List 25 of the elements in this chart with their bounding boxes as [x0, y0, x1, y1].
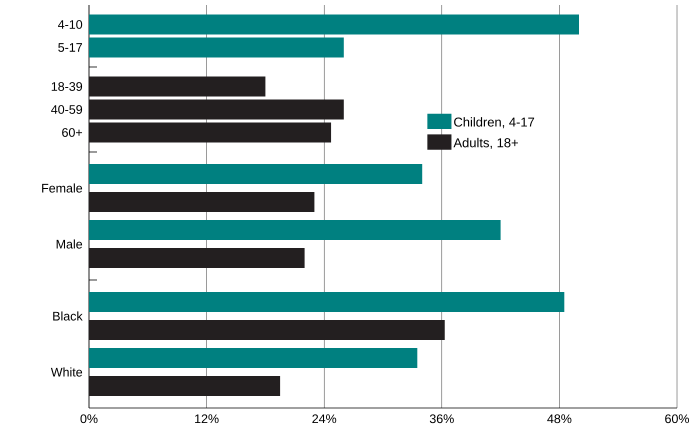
y-tick-label: Black	[53, 311, 83, 321]
bar	[89, 220, 501, 240]
x-tick-label: 48%	[547, 414, 572, 424]
bar	[89, 376, 280, 396]
x-tick-label: 36%	[430, 414, 454, 424]
y-tick-label: 4-10	[58, 20, 82, 29]
y-tick-label: 18-39	[52, 82, 82, 91]
legend-label: Children, 4-17	[454, 117, 534, 128]
y-tick-label: 60+	[62, 128, 82, 137]
x-tick-label: 12%	[195, 414, 219, 424]
x-tick-label: 0%	[80, 414, 98, 424]
bar	[89, 320, 445, 340]
bar	[89, 248, 305, 268]
y-tick-label: 40-59	[51, 105, 82, 114]
bar	[89, 164, 422, 184]
x-tick-label: 24%	[312, 414, 336, 424]
y-tick-label: White	[50, 367, 82, 377]
y-tick-label: 5-17	[58, 43, 82, 52]
y-tick-label: Male	[56, 239, 82, 249]
legend-label: Adults, 18+	[453, 138, 518, 149]
y-tick-label: Female	[42, 183, 82, 193]
bar	[89, 348, 418, 368]
x-tick-label: 60%	[665, 414, 690, 424]
bar	[89, 192, 314, 212]
bar	[89, 292, 564, 312]
